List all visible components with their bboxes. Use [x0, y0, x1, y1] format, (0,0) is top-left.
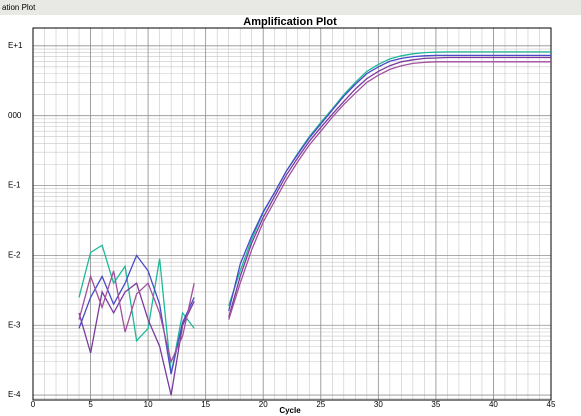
- x-tick-label: 30: [374, 400, 383, 409]
- x-tick-label: 25: [316, 400, 325, 409]
- x-axis-label: Cycle: [279, 406, 301, 415]
- x-tick-label: 10: [144, 400, 153, 409]
- y-tick-label: E-2: [8, 250, 21, 259]
- x-tick-label: 35: [431, 400, 440, 409]
- x-tick-label: 15: [201, 400, 210, 409]
- x-tick-label: 5: [88, 400, 93, 409]
- y-tick-label: E-1: [8, 181, 21, 190]
- series-line: [78, 54, 551, 375]
- x-tick-label: 45: [547, 400, 556, 409]
- chart-title: Amplification Plot: [243, 16, 337, 28]
- series-line: [78, 61, 551, 364]
- x-tick-label: 0: [31, 400, 36, 409]
- y-tick-label: E-3: [8, 320, 21, 329]
- plot-frame: [32, 27, 552, 401]
- y-tick-label: 000: [8, 111, 22, 120]
- x-tick-label: 20: [259, 400, 268, 409]
- window-title: ation Plot: [2, 3, 36, 12]
- title-bar: [0, 0, 581, 15]
- series-line: [78, 56, 551, 396]
- x-tick-label: 40: [489, 400, 498, 409]
- y-tick-label: E-4: [8, 390, 21, 399]
- y-tick-label: E+1: [8, 41, 23, 50]
- plot-area: [33, 28, 551, 400]
